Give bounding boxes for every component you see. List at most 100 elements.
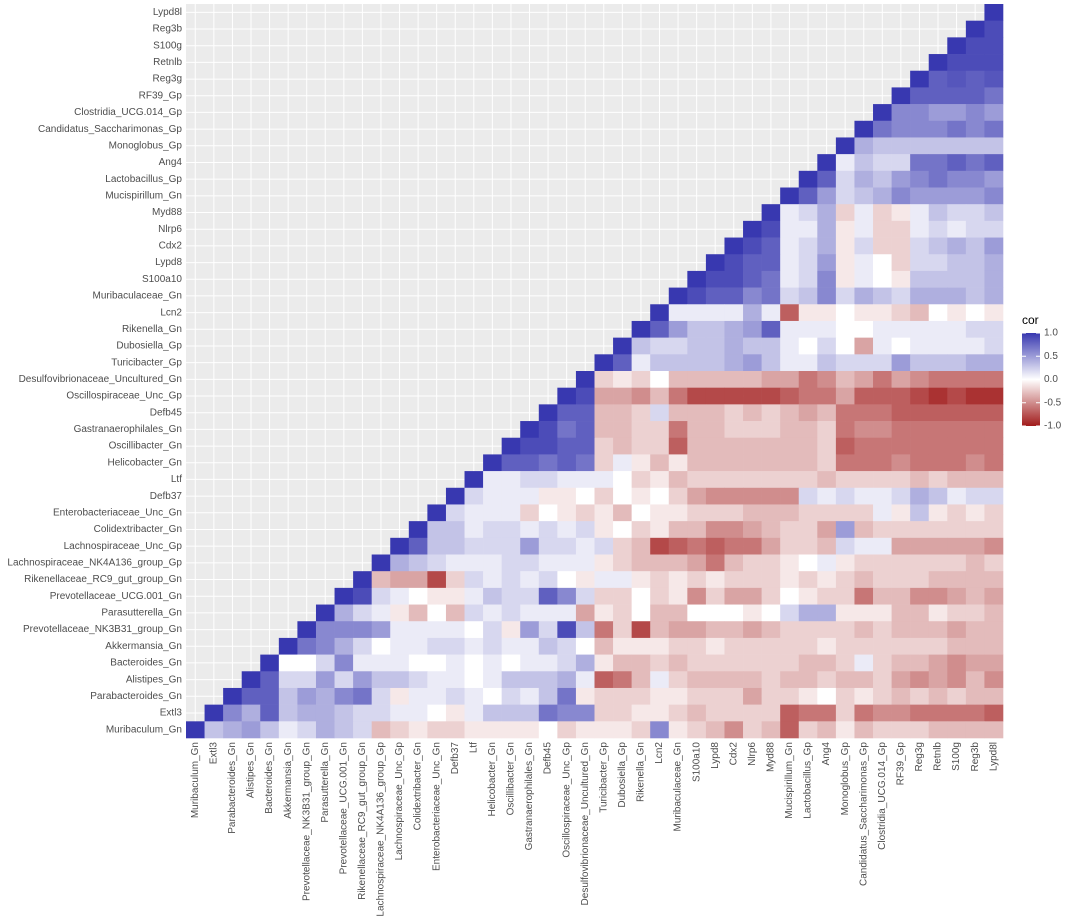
cell bbox=[557, 521, 577, 539]
cell bbox=[575, 621, 595, 639]
cell bbox=[947, 104, 967, 122]
cell bbox=[315, 621, 335, 639]
cell bbox=[724, 621, 744, 639]
cell bbox=[724, 654, 744, 672]
cell bbox=[761, 637, 781, 655]
cell bbox=[873, 120, 892, 138]
cell bbox=[724, 421, 744, 439]
cell bbox=[873, 637, 892, 655]
cell bbox=[947, 137, 967, 155]
cell bbox=[575, 687, 595, 705]
cell bbox=[743, 587, 762, 605]
cell bbox=[873, 537, 892, 555]
cell bbox=[928, 704, 948, 722]
cell bbox=[464, 704, 484, 722]
cell bbox=[390, 537, 410, 555]
cell bbox=[947, 170, 967, 188]
cell bbox=[910, 137, 930, 155]
cell bbox=[613, 621, 632, 639]
y-tick-label: Prevotellaceae_UCG.001_Gn bbox=[50, 591, 182, 602]
cell bbox=[390, 721, 410, 739]
cell bbox=[445, 637, 465, 655]
cell bbox=[594, 687, 614, 705]
cell bbox=[427, 721, 447, 739]
cell bbox=[650, 387, 670, 405]
cell bbox=[780, 537, 800, 555]
cell bbox=[650, 404, 670, 422]
cell bbox=[873, 571, 892, 589]
y-tick-label: Candidatus_Saccharimonas_Gp bbox=[38, 124, 182, 135]
cell bbox=[780, 654, 800, 672]
cell bbox=[780, 437, 800, 455]
cell bbox=[668, 537, 688, 555]
cell bbox=[631, 571, 651, 589]
cell bbox=[873, 204, 892, 222]
cell bbox=[798, 354, 818, 372]
cell bbox=[761, 237, 781, 255]
cell bbox=[817, 387, 837, 405]
cell bbox=[984, 487, 1004, 505]
cell bbox=[984, 70, 1004, 88]
cell bbox=[835, 704, 855, 722]
cell bbox=[445, 721, 465, 739]
cell bbox=[427, 621, 447, 639]
cell bbox=[854, 487, 874, 505]
cell bbox=[371, 587, 391, 605]
cell bbox=[278, 721, 298, 739]
cell bbox=[910, 320, 930, 338]
cell bbox=[891, 687, 911, 705]
cell bbox=[353, 637, 372, 655]
cell bbox=[650, 320, 670, 338]
cell bbox=[835, 187, 855, 205]
cell bbox=[817, 154, 837, 172]
cell bbox=[613, 637, 632, 655]
cell bbox=[613, 404, 632, 422]
cell bbox=[910, 721, 930, 739]
cell bbox=[761, 671, 781, 689]
cell bbox=[668, 487, 688, 505]
cell bbox=[780, 721, 800, 739]
cell bbox=[984, 104, 1004, 122]
cell bbox=[928, 354, 948, 372]
cell bbox=[687, 721, 707, 739]
cell bbox=[743, 487, 762, 505]
cell bbox=[743, 604, 762, 622]
cell bbox=[650, 487, 670, 505]
cell bbox=[817, 704, 837, 722]
cell bbox=[984, 621, 1004, 639]
cell bbox=[798, 220, 818, 238]
cell bbox=[278, 687, 298, 705]
cell bbox=[984, 220, 1004, 238]
cell bbox=[594, 621, 614, 639]
cell bbox=[575, 421, 595, 439]
cell bbox=[947, 387, 967, 405]
x-tick-label: Parabacteroides_Gn bbox=[227, 742, 238, 834]
y-tick-label: Defb37 bbox=[150, 491, 183, 502]
cell bbox=[650, 704, 670, 722]
cell bbox=[984, 437, 1004, 455]
cell bbox=[390, 704, 410, 722]
cell bbox=[575, 704, 595, 722]
cell bbox=[687, 287, 707, 305]
cell bbox=[835, 554, 855, 572]
cell bbox=[483, 621, 502, 639]
cell bbox=[650, 304, 670, 322]
cell bbox=[687, 587, 707, 605]
cell bbox=[371, 604, 391, 622]
cell bbox=[631, 471, 651, 489]
cell bbox=[761, 204, 781, 222]
cell bbox=[891, 170, 911, 188]
cell bbox=[668, 354, 688, 372]
cell bbox=[780, 237, 800, 255]
cell bbox=[575, 404, 595, 422]
cell bbox=[891, 537, 911, 555]
cell bbox=[910, 437, 930, 455]
cell bbox=[520, 604, 540, 622]
cell bbox=[724, 487, 744, 505]
y-tick-label: S100g bbox=[153, 40, 182, 51]
cell bbox=[928, 537, 948, 555]
cell bbox=[520, 571, 540, 589]
cell bbox=[278, 704, 298, 722]
cell bbox=[965, 287, 985, 305]
cell bbox=[594, 487, 614, 505]
